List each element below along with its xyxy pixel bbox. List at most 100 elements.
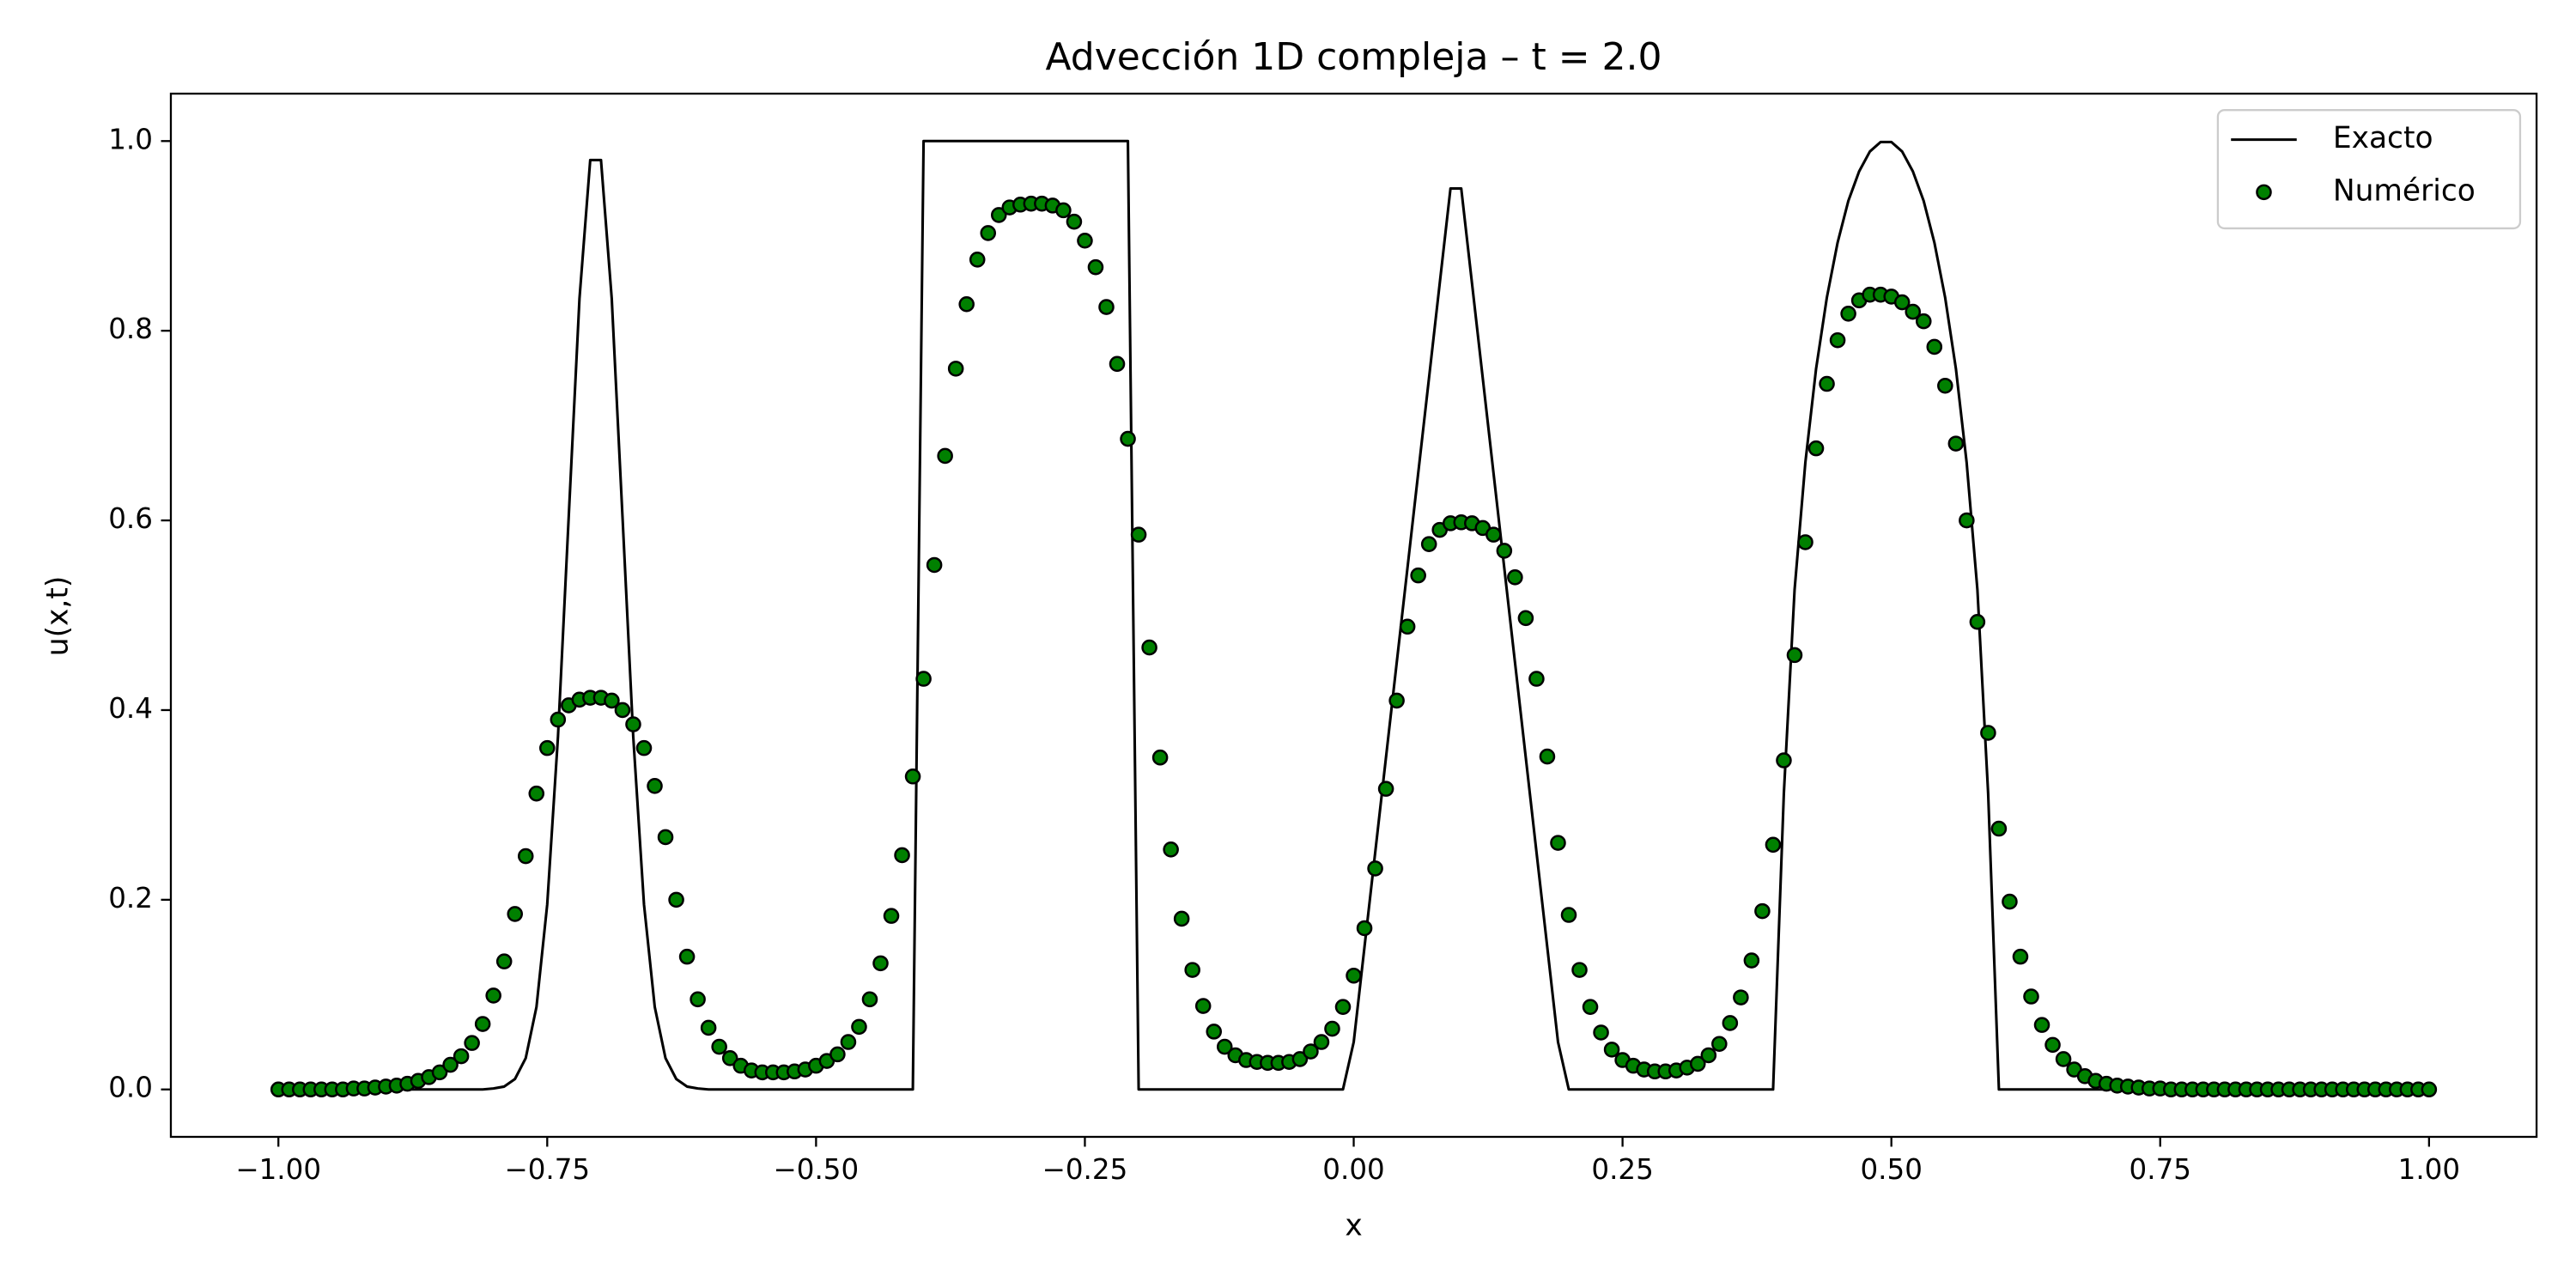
data-point bbox=[947, 361, 964, 377]
data-point bbox=[851, 1018, 867, 1036]
data-point bbox=[1141, 639, 1157, 656]
data-point bbox=[1915, 313, 1932, 330]
data-point bbox=[1410, 567, 1426, 584]
data-point bbox=[1184, 962, 1200, 978]
data-point bbox=[1840, 306, 1856, 322]
data-point bbox=[1743, 952, 1760, 969]
x-axis-label: x bbox=[1345, 1209, 1362, 1243]
data-point bbox=[721, 1050, 738, 1066]
chart-title: Advección 1D compleja – t = 2.0 bbox=[1045, 35, 1662, 79]
data-point bbox=[1528, 671, 1545, 687]
data-point bbox=[1937, 377, 1953, 394]
data-point bbox=[614, 702, 631, 719]
data-point bbox=[550, 711, 567, 728]
data-point bbox=[980, 225, 997, 241]
data-point bbox=[1807, 440, 1825, 457]
data-point bbox=[883, 908, 900, 924]
x-tick-label: 0.50 bbox=[1860, 1153, 1922, 1186]
y-tick-label: 0.2 bbox=[108, 882, 153, 914]
data-point bbox=[678, 948, 696, 965]
data-point bbox=[474, 1016, 491, 1032]
exact-line bbox=[278, 139, 2429, 1091]
data-point bbox=[625, 716, 641, 732]
data-point bbox=[647, 778, 663, 794]
data-point bbox=[1722, 1015, 1739, 1031]
y-axis-label: u(x,t) bbox=[40, 576, 75, 656]
data-point bbox=[1754, 902, 1771, 920]
x-tick-label: −0.75 bbox=[504, 1153, 590, 1186]
data-point bbox=[1163, 841, 1179, 858]
data-point bbox=[528, 785, 545, 802]
data-point bbox=[894, 847, 910, 864]
data-point bbox=[1496, 543, 1513, 559]
legend-label: Exacto bbox=[2333, 121, 2433, 155]
data-point bbox=[958, 295, 975, 313]
data-point bbox=[1130, 526, 1147, 543]
plot-frame bbox=[169, 92, 2538, 1139]
data-point bbox=[1603, 1042, 1620, 1058]
data-point bbox=[1194, 998, 1212, 1014]
data-point bbox=[1959, 512, 1975, 529]
data-point bbox=[495, 953, 513, 969]
data-point bbox=[969, 252, 986, 268]
data-point bbox=[1969, 613, 1986, 630]
data-point bbox=[1819, 375, 1835, 392]
data-point bbox=[1539, 748, 1556, 765]
data-point bbox=[1571, 962, 1588, 978]
data-point bbox=[1151, 749, 1169, 766]
data-point bbox=[1733, 989, 1749, 1005]
data-point bbox=[604, 692, 620, 709]
x-tick-label: −1.00 bbox=[235, 1153, 321, 1186]
data-point bbox=[1700, 1047, 1717, 1064]
legend-label: Numérico bbox=[2333, 173, 2476, 208]
data-point bbox=[1303, 1043, 1319, 1060]
data-point bbox=[1066, 213, 1083, 230]
y-tick-label: 0.0 bbox=[108, 1072, 153, 1104]
y-tick-label: 0.8 bbox=[108, 313, 153, 345]
data-point bbox=[1560, 907, 1577, 923]
data-point bbox=[1313, 1034, 1330, 1050]
data-point bbox=[861, 991, 878, 1008]
data-point bbox=[711, 1038, 727, 1055]
data-point bbox=[1356, 920, 1373, 937]
data-point bbox=[453, 1048, 470, 1065]
legend: Exacto Numérico bbox=[2216, 109, 2522, 230]
data-point bbox=[1550, 835, 1566, 851]
data-point bbox=[2023, 988, 2039, 1005]
data-point bbox=[507, 906, 524, 922]
data-point bbox=[840, 1034, 857, 1050]
data-point bbox=[1120, 430, 1136, 447]
data-point bbox=[635, 739, 653, 756]
data-point bbox=[2002, 893, 2018, 910]
data-point bbox=[442, 1056, 459, 1073]
data-point bbox=[1517, 610, 1534, 627]
data-point bbox=[690, 991, 706, 1008]
data-point bbox=[1786, 647, 1803, 664]
data-point bbox=[1593, 1024, 1609, 1041]
data-point bbox=[1077, 232, 1093, 249]
data-point bbox=[1507, 569, 1523, 586]
x-tick-label: −0.25 bbox=[1042, 1153, 1128, 1186]
data-point bbox=[1173, 910, 1190, 927]
x-tick-label: 0.00 bbox=[1322, 1153, 1384, 1186]
data-point bbox=[1689, 1055, 1706, 1072]
data-point bbox=[990, 207, 1007, 223]
data-point bbox=[1055, 202, 1072, 219]
x-tick-label: 1.00 bbox=[2398, 1153, 2460, 1186]
data-point bbox=[1087, 258, 1104, 276]
y-tick-label: 1.0 bbox=[108, 123, 153, 155]
data-point bbox=[1098, 299, 1115, 315]
data-point bbox=[1291, 1051, 1309, 1067]
data-point bbox=[431, 1064, 448, 1081]
data-point bbox=[1905, 303, 1922, 320]
data-point bbox=[2044, 1036, 2061, 1054]
data-point bbox=[668, 891, 684, 908]
y-tick-label: 0.4 bbox=[108, 692, 153, 725]
data-point bbox=[2012, 948, 2029, 965]
data-point bbox=[2421, 1081, 2438, 1098]
data-point bbox=[872, 955, 889, 972]
data-point bbox=[1388, 692, 1405, 709]
data-point bbox=[937, 447, 953, 465]
data-point bbox=[1485, 526, 1502, 543]
